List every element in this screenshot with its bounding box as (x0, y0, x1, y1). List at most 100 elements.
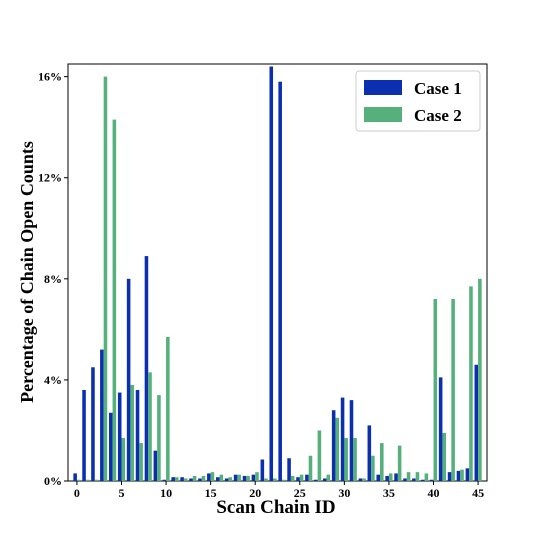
bar-series2-chain-21 (264, 478, 268, 481)
bar-series1-chain-6 (126, 278, 131, 481)
legend-label-series1: Case 1 (414, 79, 462, 98)
bar-series2-chain-39 (424, 473, 429, 481)
bar-series1-chain-23 (278, 81, 282, 481)
bar-series1-chain-19 (242, 475, 247, 481)
bar-series2-chain-19 (246, 475, 250, 481)
bar-series1-chain-11 (171, 477, 175, 481)
bar-series2-chain-16 (219, 474, 224, 481)
bar-series1-chain-26 (305, 474, 309, 481)
bar-series1-chain-45 (474, 364, 479, 481)
x-tick-label: 25 (294, 486, 306, 500)
bar-series2-chain-11 (174, 477, 179, 481)
bar-series1-chain-35 (385, 475, 389, 481)
bar-series2-chain-15 (210, 472, 215, 481)
bar-series1-chain-40 (429, 479, 434, 481)
bar-series1-chain-10 (162, 479, 167, 481)
bar-series1-chain-24 (287, 458, 291, 481)
bar-series1-chain-43 (456, 470, 461, 481)
bar-series1-chain-16 (215, 477, 220, 481)
bar-series1-chain-1 (82, 390, 86, 481)
bar-series1-chain-25 (296, 477, 300, 481)
bar-series2-chain-23 (281, 479, 286, 481)
x-tick-label: 20 (249, 486, 261, 500)
bar-series2-chain-24 (290, 475, 295, 481)
bar-series1-chain-14 (198, 478, 202, 481)
bar-series2-chain-4 (112, 119, 117, 481)
bar-series2-chain-18 (237, 474, 241, 481)
bar-series2-chain-32 (362, 478, 366, 481)
bar-series2-chain-22 (273, 478, 277, 481)
x-tick-label: 30 (338, 486, 350, 500)
bar-series2-chain-7 (139, 443, 143, 481)
bar-series2-chain-30 (344, 438, 348, 481)
legend: Case 1 Case 2 (355, 70, 481, 132)
bar-series1-chain-20 (251, 474, 256, 481)
bar-series2-chain-12 (183, 478, 188, 481)
bar-series2-chain-40 (433, 299, 438, 481)
bar-series1-chain-5 (117, 392, 122, 481)
x-tick-label: 0 (74, 486, 80, 500)
bar-series2-chain-14 (201, 475, 206, 481)
y-tick-label: 12% (38, 171, 62, 185)
bar-series2-chain-3 (103, 76, 108, 482)
bar-series1-chain-15 (207, 473, 211, 481)
bar-series1-chain-7 (135, 390, 140, 481)
bar-series1-chain-0 (73, 473, 77, 481)
bar-series2-chain-10 (166, 336, 170, 481)
bar-series1-chain-12 (180, 477, 184, 481)
bar-series2-chain-2 (94, 479, 99, 481)
bar-series1-chain-42 (447, 472, 452, 481)
bar-series1-chain-21 (260, 459, 265, 481)
bar-series1-chain-28 (322, 478, 327, 481)
bar-series2-chain-26 (308, 455, 313, 481)
bar-series2-chain-8 (148, 372, 152, 481)
x-tick-label: 45 (472, 486, 484, 500)
y-axis: 0% 4% 8% 12% 16% (38, 70, 68, 488)
bar-series1-chain-36 (394, 473, 398, 481)
bar-series2-chain-5 (121, 438, 126, 481)
bar-series2-chain-34 (380, 443, 384, 481)
bar-series1-chain-27 (314, 479, 318, 481)
bar-series2-chain-44 (469, 286, 473, 481)
bar-series2-chain-31 (353, 438, 357, 481)
bar-series1-chain-17 (224, 478, 229, 481)
bar-series2-chain-0 (76, 479, 81, 481)
bar-series2-chain-28 (326, 474, 331, 481)
bar-series2-chain-27 (317, 430, 322, 481)
x-axis: 0 5 10 15 20 25 30 35 40 45 (74, 481, 484, 500)
bar-series2-chain-37 (406, 472, 411, 481)
bar-series1-chain-4 (109, 412, 113, 481)
x-tick-label: 10 (160, 486, 172, 500)
bar-series1-chain-2 (91, 367, 95, 481)
x-tick-label: 35 (383, 486, 395, 500)
y-tick-label: 4% (44, 373, 62, 387)
bar-series1-chain-13 (189, 478, 193, 481)
x-tick-label: 40 (428, 486, 440, 500)
bar-series1-chain-39 (421, 479, 425, 481)
x-tick-label: 15 (205, 486, 217, 500)
legend-swatch-series1 (364, 80, 402, 95)
bar-series2-chain-43 (460, 469, 464, 481)
bar-series1-chain-8 (144, 256, 149, 481)
bar-series1-chain-9 (153, 450, 158, 481)
x-tick-label: 5 (118, 486, 124, 500)
bar-series1-chain-44 (465, 468, 470, 481)
y-axis-title: Percentage of Chain Open Counts (17, 141, 37, 403)
bar-series1-chain-41 (438, 377, 443, 481)
bar-series1-chain-30 (340, 397, 345, 481)
bar-series2-chain-42 (451, 299, 455, 481)
bar-series1-chain-34 (376, 474, 381, 481)
bar-series2-chain-6 (130, 384, 134, 481)
bar-series2-chain-45 (478, 278, 482, 481)
bar-series2-chain-13 (192, 475, 197, 481)
bars (73, 66, 482, 482)
bar-series1-chain-37 (403, 478, 407, 481)
y-tick-label: 0% (44, 474, 62, 488)
bar-series1-chain-3 (100, 349, 104, 481)
bar-series1-chain-32 (358, 478, 363, 481)
bar-series2-chain-9 (157, 395, 161, 481)
bar-series1-chain-18 (233, 474, 238, 481)
bar-series2-chain-41 (442, 432, 446, 481)
bar-series1-chain-22 (269, 66, 274, 481)
